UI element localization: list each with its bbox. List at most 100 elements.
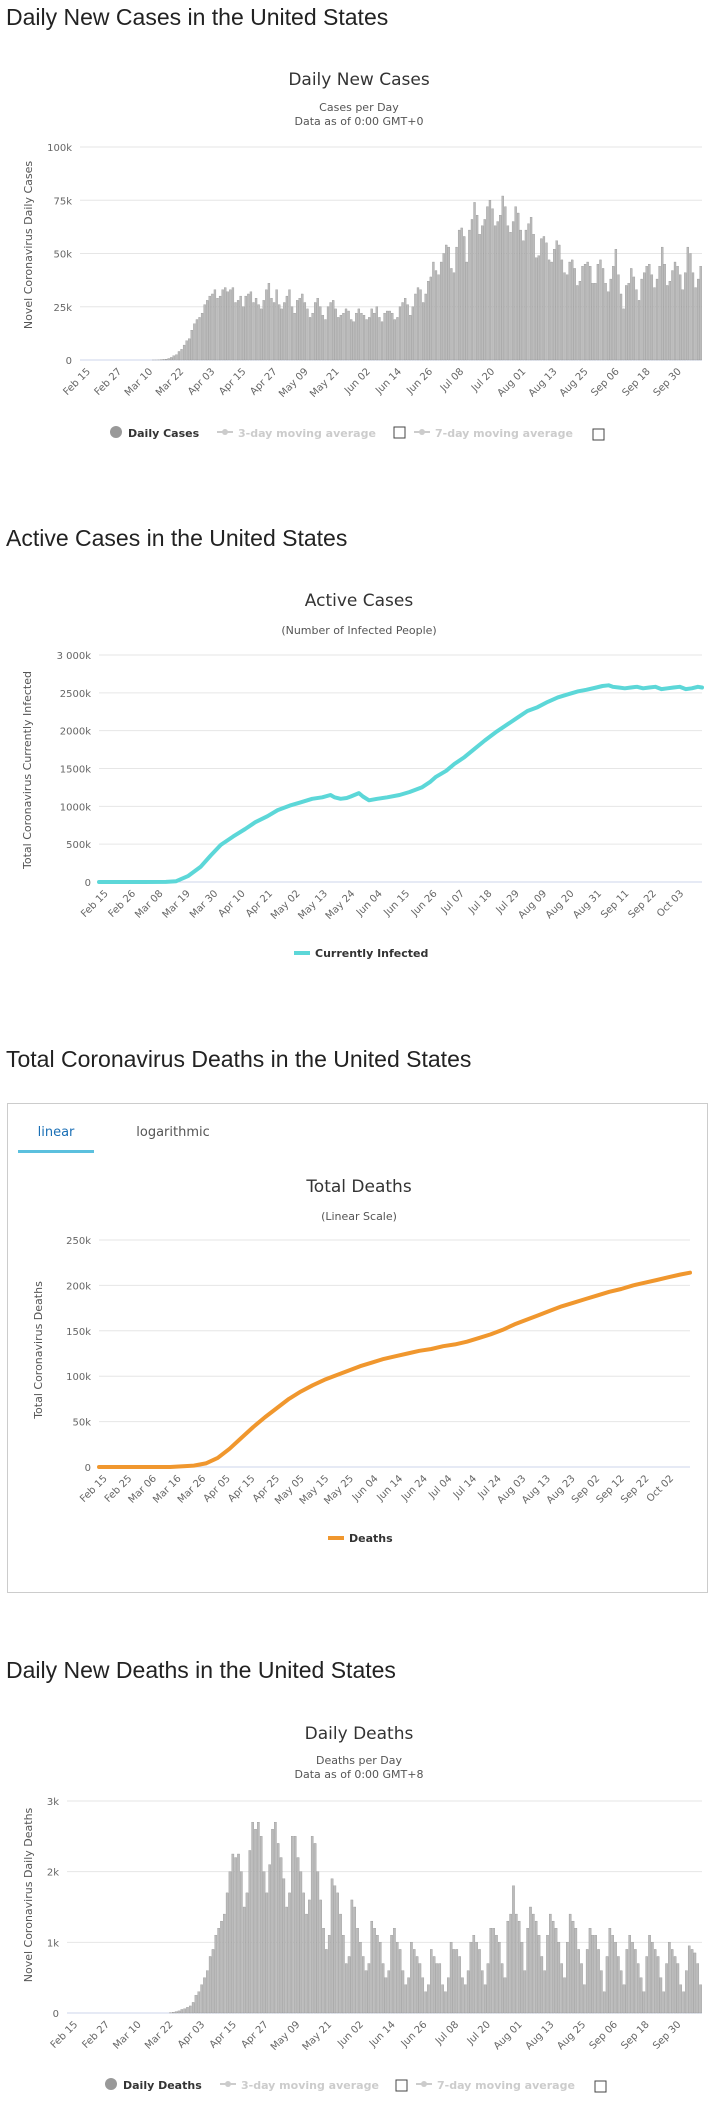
bar	[591, 283, 594, 361]
bar	[565, 274, 569, 361]
bar	[357, 308, 361, 361]
bar	[560, 1963, 563, 2014]
y-tick-label: 1k	[47, 1938, 59, 1949]
checkbox-7day[interactable]	[592, 428, 605, 441]
bar	[529, 217, 533, 361]
checkbox-7day[interactable]	[594, 2080, 607, 2093]
bar	[279, 1857, 283, 2014]
legend-item-daily-cases[interactable]: Daily Cases	[110, 426, 200, 440]
bar	[614, 249, 618, 361]
bar	[388, 310, 391, 361]
bar	[659, 1977, 663, 2014]
bar	[401, 1970, 405, 2014]
bar	[589, 266, 592, 361]
x-tick-label: Sep 06	[588, 2019, 620, 2051]
x-tick-label: Jun 14	[367, 2019, 398, 2050]
bar	[640, 278, 643, 361]
bar	[581, 266, 584, 361]
bar	[488, 200, 492, 361]
bar	[427, 281, 430, 361]
tab-logarithmic[interactable]: logarithmic	[136, 1125, 210, 1140]
legend-item-7day[interactable]: 7-day moving average	[416, 2079, 575, 2092]
bar	[236, 300, 240, 361]
bar	[208, 295, 211, 361]
bar	[198, 317, 201, 361]
bar	[390, 1935, 393, 2014]
bar	[242, 1906, 246, 2014]
x-tick-label: Mar 10	[123, 366, 155, 398]
legend-marker	[222, 429, 228, 435]
total-deaths-chart: Total Deaths (Linear Scale) Total Corona…	[32, 1177, 692, 1545]
legend-label: 3-day moving average	[238, 427, 376, 440]
chart-subtitle: Cases per Day	[319, 101, 399, 114]
bar	[605, 1956, 609, 2014]
legend-marker	[105, 2078, 117, 2090]
bar	[574, 1928, 578, 2014]
x-tick-label: Jun 24	[399, 1473, 430, 1504]
bar	[509, 232, 512, 361]
legend-item-deaths[interactable]: Deaths	[328, 1532, 393, 1545]
bar	[308, 317, 312, 361]
bar	[310, 1836, 314, 2014]
bar	[370, 308, 373, 361]
x-tick-label: Jun 26	[404, 366, 435, 397]
legend-item-currently-infected[interactable]: Currently Infected	[294, 947, 428, 960]
legend-item-7day[interactable]: 7-day moving average	[414, 427, 573, 440]
y-tick-label: 3 000k	[57, 651, 92, 662]
y-tick-label: 0	[53, 2009, 59, 2020]
bar	[240, 1871, 243, 2014]
bar	[193, 323, 196, 361]
bar	[265, 289, 268, 361]
bar	[164, 358, 168, 361]
bar	[543, 1970, 546, 2014]
bar	[301, 293, 304, 361]
y-tick-label: 100k	[66, 1372, 91, 1383]
x-tick-label: Apr 15	[208, 2019, 239, 2050]
bar	[208, 1956, 212, 2014]
bar	[437, 274, 440, 361]
x-tick-label: Feb 27	[93, 366, 125, 398]
bar	[217, 1928, 220, 2014]
legend-marker	[419, 429, 425, 435]
bar	[316, 1871, 320, 2014]
bar	[393, 319, 396, 361]
bar	[607, 291, 610, 361]
bar	[442, 253, 445, 361]
bar	[625, 285, 628, 361]
x-tick-label: Apr 03	[176, 2019, 207, 2050]
bar	[393, 1928, 396, 2014]
bar	[464, 1984, 467, 2014]
bar	[285, 295, 289, 361]
bar	[547, 259, 551, 361]
x-tick-label: Sep 06	[589, 366, 621, 398]
bar	[347, 1956, 351, 2014]
bar	[557, 1942, 561, 2014]
y-tick-label: 150k	[66, 1327, 91, 1338]
bar	[384, 1977, 388, 2014]
bar	[588, 1928, 592, 2014]
y-axis-label: Novel Coronavirus Daily Cases	[22, 161, 35, 329]
bar	[365, 319, 368, 361]
checkbox-3day[interactable]	[393, 426, 406, 439]
bar	[501, 195, 504, 361]
bar	[404, 1984, 408, 2014]
bar	[690, 1949, 694, 2014]
bar	[645, 1956, 648, 2014]
series-line	[97, 683, 704, 884]
legend-item-daily-deaths[interactable]: Daily Deaths	[105, 2078, 202, 2092]
series-line	[97, 1270, 692, 1469]
bar	[686, 246, 690, 361]
bar	[693, 1952, 697, 2014]
legend-item-3day[interactable]: 3-day moving average	[217, 427, 376, 440]
bar	[506, 1920, 510, 2014]
bar	[658, 266, 661, 361]
bar	[661, 246, 664, 361]
bar	[578, 281, 582, 361]
bar	[504, 206, 507, 361]
legend-item-3day[interactable]: 3-day moving average	[220, 2079, 379, 2092]
tab-linear[interactable]: linear	[18, 1116, 94, 1153]
checkbox-3day[interactable]	[395, 2079, 408, 2092]
bar	[470, 219, 474, 361]
bar	[450, 268, 453, 361]
bar	[506, 225, 510, 361]
